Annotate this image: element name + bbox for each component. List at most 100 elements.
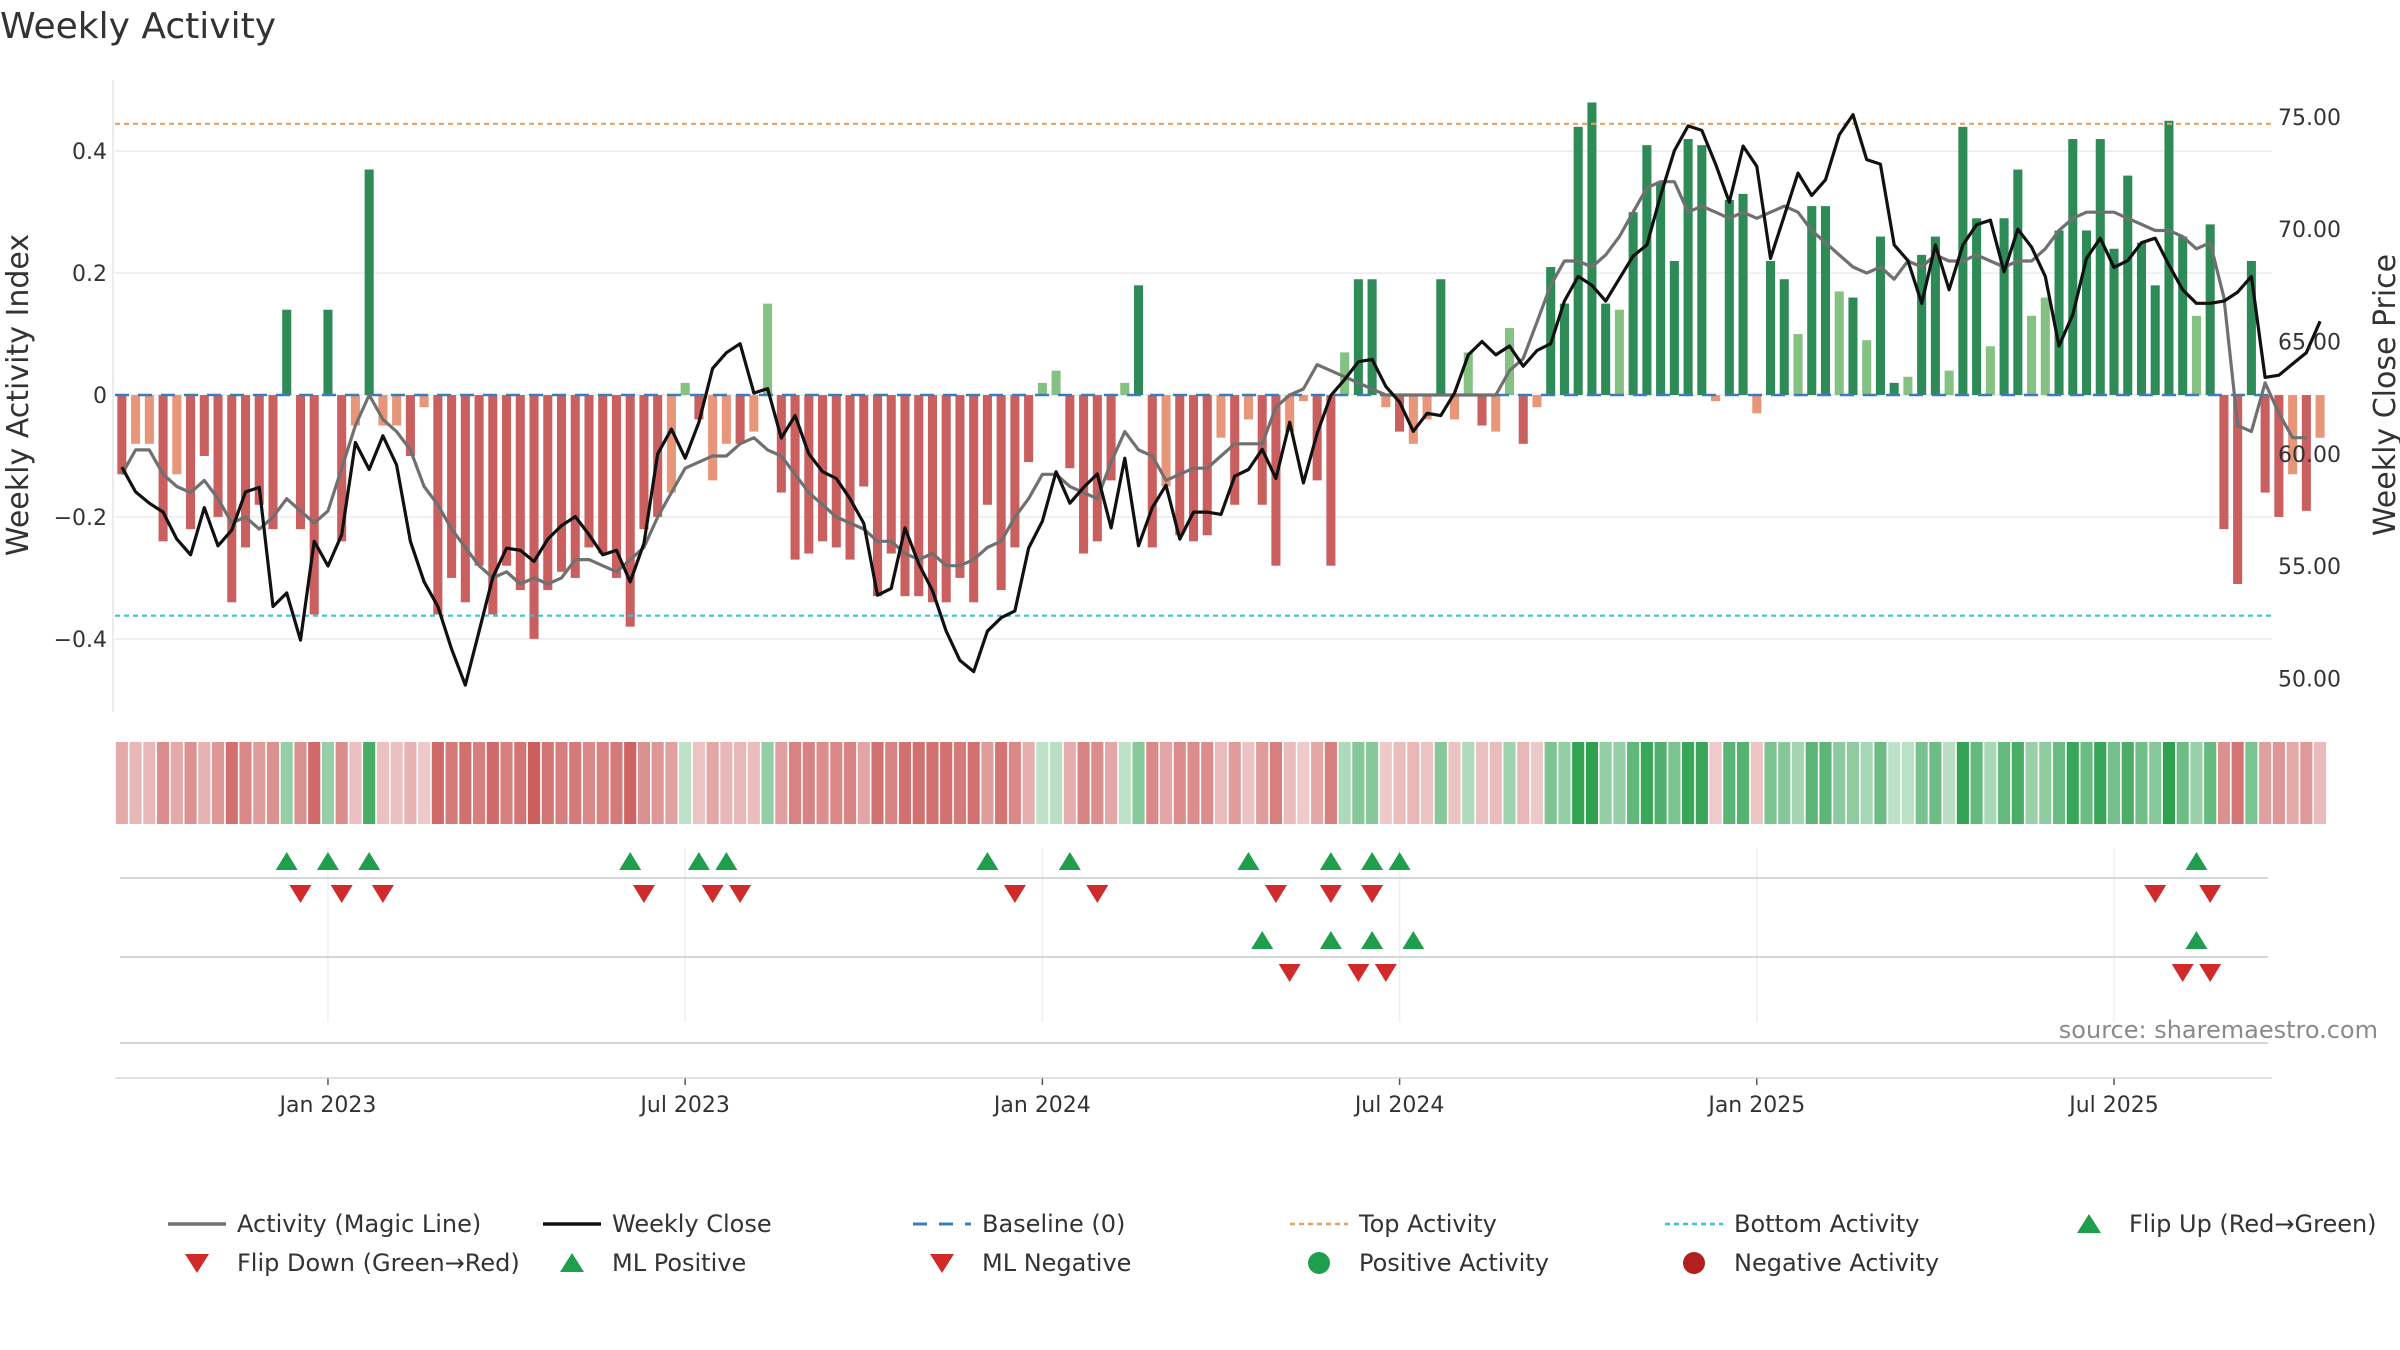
activity-bar xyxy=(1079,395,1089,554)
activity-bar xyxy=(996,395,1006,591)
strip-cell xyxy=(569,742,582,824)
legend-label: Activity (Magic Line) xyxy=(237,1210,481,1238)
event-marker-rows xyxy=(120,848,2268,1044)
activity-bar xyxy=(1092,395,1102,542)
flip-down-marker xyxy=(632,885,655,903)
strip-cell xyxy=(253,742,266,824)
strip-cell xyxy=(665,742,678,824)
legend-swatch-dot xyxy=(1683,1252,1705,1274)
strip-cell xyxy=(2011,742,2024,824)
strip-cell xyxy=(170,742,183,824)
strip-cell xyxy=(473,742,486,824)
strip-cell xyxy=(1379,742,1392,824)
flip-up-marker xyxy=(1388,852,1411,870)
activity-bar xyxy=(2150,285,2160,396)
strip-cell xyxy=(2162,742,2176,824)
ml-positive-marker xyxy=(1402,931,1425,949)
y-axis-title: Weekly Activity Index xyxy=(1,234,36,556)
activity-bar xyxy=(2164,120,2174,396)
strip-cell xyxy=(1118,742,1131,824)
activity-bar xyxy=(790,395,800,560)
strip-cell xyxy=(335,742,348,824)
activity-bar xyxy=(364,169,374,396)
weekly-close-line xyxy=(120,113,2322,687)
strip-cell xyxy=(1736,742,1750,824)
activity-bar xyxy=(1930,236,1940,396)
activity-bar xyxy=(2109,248,2119,396)
activity-bar xyxy=(2219,395,2229,530)
strip-cell xyxy=(431,742,444,824)
activity-bar xyxy=(2068,139,2078,396)
strip-cell xyxy=(1640,742,1653,824)
activity-bar xyxy=(914,395,924,597)
activity-bar xyxy=(515,395,525,591)
activity-bar xyxy=(749,395,759,432)
activity-bar xyxy=(831,395,841,548)
flip-down-marker xyxy=(1086,885,1109,903)
strip-cell xyxy=(885,742,898,824)
strip-cell xyxy=(2066,742,2079,824)
activity-bar xyxy=(227,395,237,603)
strip-cell xyxy=(596,742,609,824)
strip-cell xyxy=(1201,742,1214,824)
activity-bar xyxy=(1051,370,1061,396)
strip-cell xyxy=(2231,742,2244,824)
strip-cell xyxy=(775,742,788,824)
strip-cell xyxy=(1269,742,1283,824)
activity-bar xyxy=(1614,309,1624,396)
activity-bar xyxy=(2274,395,2284,517)
strip-cell xyxy=(1434,742,1447,824)
activity-bar xyxy=(845,395,855,560)
activity-bar xyxy=(1285,395,1295,432)
strip-cell xyxy=(2121,742,2134,824)
price-and-magic-lines xyxy=(120,113,2322,687)
activity-bar xyxy=(1230,395,1240,505)
activity-bar xyxy=(158,395,168,542)
activity-bar xyxy=(1134,285,1144,396)
strip-cell xyxy=(1159,742,1173,824)
strip-cell xyxy=(1475,742,1489,824)
strip-cell xyxy=(2190,742,2203,824)
flip-down-marker xyxy=(289,885,312,903)
activity-bar xyxy=(1875,236,1885,396)
strip-cell xyxy=(2217,742,2230,824)
flip-up-marker xyxy=(1237,852,1260,870)
y2-tick-label: 75.00 xyxy=(2278,106,2341,131)
activity-bar xyxy=(2191,315,2201,396)
strip-cell xyxy=(940,742,953,824)
strip-cell xyxy=(1324,742,1337,824)
activity-bar xyxy=(1243,395,1253,420)
flip-up-marker xyxy=(358,852,381,870)
strip-cell xyxy=(1173,742,1186,824)
activity-bar xyxy=(804,395,814,554)
strip-cell xyxy=(816,742,829,824)
activity-bar xyxy=(474,395,484,566)
strip-cell xyxy=(2039,742,2052,824)
strip-cell xyxy=(1846,742,1860,824)
ml-negative-marker xyxy=(1278,964,1301,982)
strip-cell xyxy=(747,742,760,824)
strip-cell xyxy=(1393,742,1406,824)
legend-item: ML Negative xyxy=(930,1249,1131,1277)
activity-bar xyxy=(1683,139,1693,396)
strip-cell xyxy=(1352,742,1365,824)
strip-cell xyxy=(1791,742,1805,824)
activity-bar xyxy=(694,395,704,420)
strip-cell xyxy=(967,742,980,824)
x-tick-label: Jul 2023 xyxy=(638,1093,730,1118)
activity-bar xyxy=(1504,328,1515,396)
strip-cell xyxy=(1530,742,1544,824)
activity-bar xyxy=(584,395,594,548)
activity-bar xyxy=(2081,230,2092,396)
legend-item: Activity (Magic Line) xyxy=(168,1210,481,1238)
strip-cell xyxy=(1256,742,1269,824)
activity-bar xyxy=(1779,279,1789,396)
strip-cell xyxy=(1943,742,1956,824)
strip-cell xyxy=(1187,742,1200,824)
strip-cell xyxy=(349,742,362,824)
strip-cell xyxy=(2245,742,2258,824)
strip-cell xyxy=(624,742,637,824)
activity-bar xyxy=(1642,145,1652,396)
activity-bar xyxy=(2095,139,2105,396)
activity-bar xyxy=(1601,303,1611,396)
